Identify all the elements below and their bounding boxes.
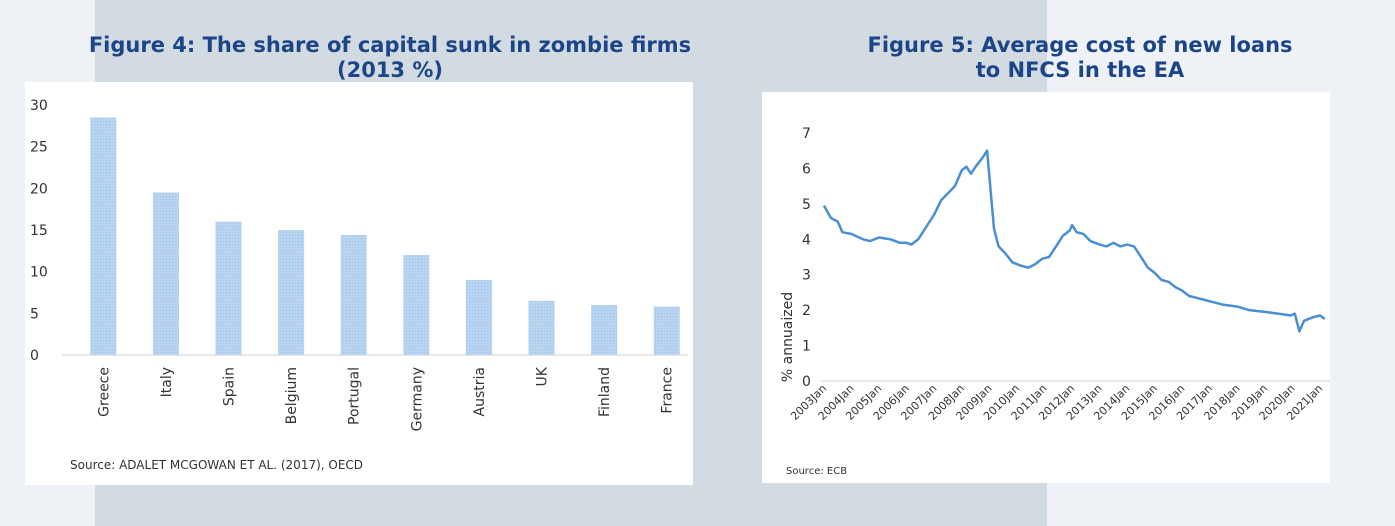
x-tick-label: France [660, 367, 676, 414]
y-tick-label: 2 [802, 303, 811, 319]
y-tick-label: 7 [802, 126, 811, 142]
bar-belgium [278, 230, 305, 355]
y-tick-label: 6 [802, 161, 811, 177]
figure4-title-block: Figure 4: The share of capital sunk in z… [40, 33, 740, 83]
y-tick-label: 4 [802, 232, 811, 248]
figure4-chart-box: Source: ADALET MCGOWAN ET AL. (2017), OE… [25, 82, 693, 485]
bar-uk [528, 300, 555, 355]
y-tick-label: 30 [30, 98, 48, 114]
series-line [822, 149, 1326, 333]
y-tick-label: 5 [30, 306, 39, 322]
y-axis-label: % annuaized [780, 292, 796, 382]
x-tick-label: Italy [159, 367, 175, 397]
bar-spain [215, 221, 242, 355]
y-tick-label: 3 [802, 268, 811, 284]
x-tick-label: Germany [409, 367, 425, 431]
figure5-source: Source: ECB [786, 466, 847, 477]
y-tick-label: 25 [30, 140, 48, 156]
figure4-title: Figure 4: The share of capital sunk in z… [88, 33, 692, 57]
figure4-subtitle: (2013 %) [337, 58, 443, 82]
bar-france [653, 306, 680, 355]
figure5-subtitle: to NFCS in the EA [975, 58, 1185, 82]
bar-chart: Source: ADALET MCGOWAN ET AL. (2017), OE… [30, 98, 688, 472]
y-tick-label: 0 [802, 374, 811, 390]
x-tick-label: Greece [96, 367, 112, 417]
y-tick-label: 5 [802, 197, 811, 213]
y-tick-label: 10 [30, 265, 48, 281]
x-tick-label: Finland [597, 367, 613, 417]
y-tick-label: 0 [30, 348, 39, 364]
y-tick-label: 20 [30, 181, 48, 197]
figure4-source: Source: ADALET MCGOWAN ET AL. (2017), OE… [70, 458, 363, 472]
bar-germany [403, 255, 430, 355]
y-tick-label: 15 [30, 223, 48, 239]
bar-finland [591, 305, 618, 355]
figure5-title-block: Figure 5: Average cost of new loans to N… [780, 33, 1380, 83]
bar-portugal [340, 235, 367, 355]
x-tick-label: Portugal [347, 367, 363, 425]
line-chart: % annuaized Source: ECB 012345672003Jan2… [780, 126, 1330, 477]
figure5-chart-box: % annuaized Source: ECB 0 1 2 3 4 5 6 7 2003Jan 2… [762, 92, 1330, 483]
bar-austria [465, 280, 492, 355]
y-tick-label: 1 [802, 339, 811, 355]
bar-greece [90, 117, 117, 355]
x-tick-label: Spain [222, 367, 238, 406]
x-tick-label: Belgium [284, 367, 300, 424]
x-tick-label: UK [535, 366, 551, 386]
bar-italy [152, 192, 179, 355]
figure5-title: Figure 5: Average cost of new loans [867, 33, 1293, 57]
x-tick-label: Austria [472, 367, 488, 416]
